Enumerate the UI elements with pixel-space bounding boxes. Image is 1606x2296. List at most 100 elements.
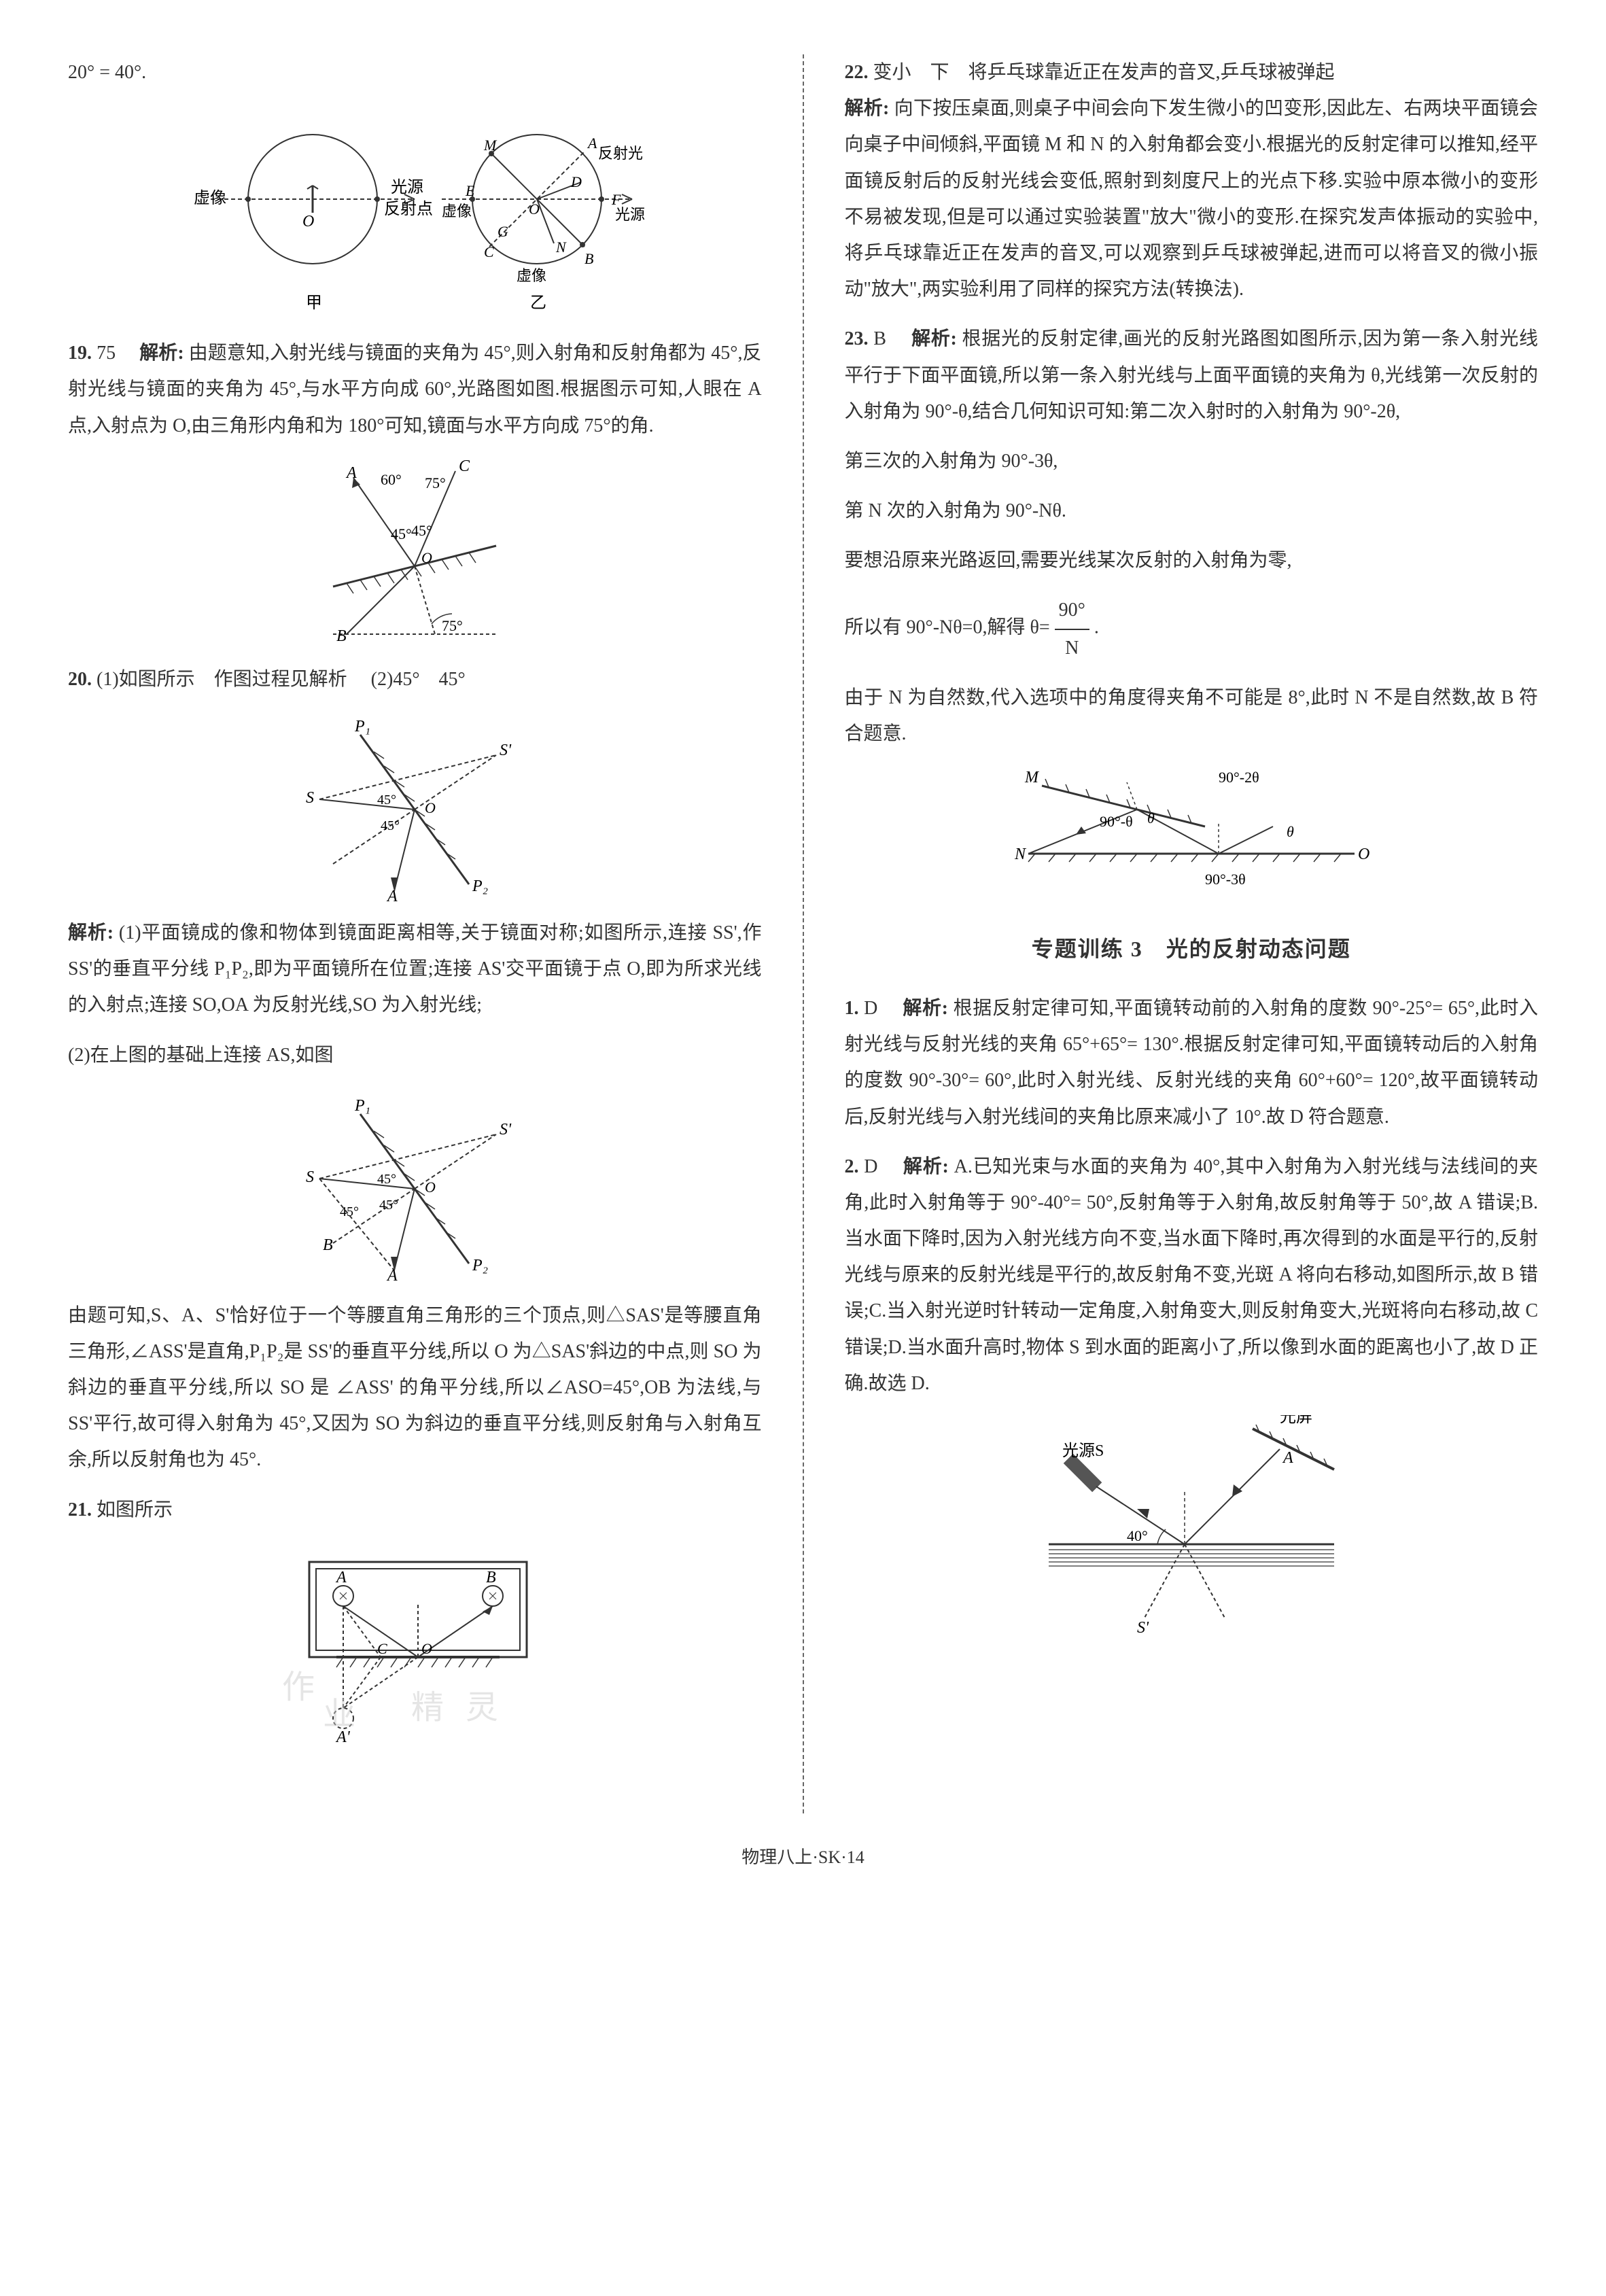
svg-text:A: A: [587, 135, 597, 152]
q23-t5: 所以有 90°-Nθ=0,解得 θ= 90° N .: [845, 592, 1539, 665]
svg-text:M: M: [483, 137, 497, 154]
q20-text3-wrap: 由题可知,S、A、S'恰好位于一个等腰直角三角形的三个顶点,则△SAS'是等腰直…: [68, 1298, 762, 1478]
svg-text:灵: 灵: [466, 1690, 498, 1726]
svg-text:虚像: 虚像: [517, 267, 546, 284]
svg-text:A: A: [335, 1569, 347, 1586]
svg-text:45°: 45°: [411, 522, 432, 539]
svg-text:B: B: [486, 1569, 496, 1586]
q21-text: 如图所示: [97, 1499, 173, 1520]
q23-num: 23.: [845, 328, 869, 349]
q20-text2: (2)在上图的基础上连接 AS,如图: [68, 1045, 333, 1066]
svg-text:45°: 45°: [381, 818, 400, 833]
q19-explain-label: 解析:: [139, 343, 184, 364]
svg-text:G: G: [497, 223, 508, 240]
svg-text:O: O: [425, 1179, 436, 1196]
q23-text2: 第三次的入射角为 90°-3θ,: [845, 451, 1058, 472]
svg-text:45°: 45°: [391, 525, 412, 542]
svg-text:90°-θ: 90°-θ: [1100, 813, 1133, 830]
section-title: 专题训练 3 光的反射动态问题: [845, 928, 1539, 970]
svg-text:40°: 40°: [1127, 1527, 1148, 1544]
svg-text:乙: 乙: [530, 294, 546, 312]
label-xuxiang: 虚像: [194, 189, 226, 207]
q19: 19. 75 解析: 由题意知,入射光线与镜面的夹角为 45°,则入射角和反射角…: [68, 335, 762, 444]
q23-text5-post: .: [1094, 617, 1099, 638]
svg-text:作: 作: [282, 1669, 315, 1705]
svg-text:θ: θ: [1287, 823, 1294, 840]
svg-text:60°: 60°: [381, 471, 402, 488]
svg-text:N: N: [1014, 846, 1027, 863]
svg-text:S': S': [500, 1121, 512, 1138]
svg-text:O: O: [421, 1640, 432, 1657]
top-continuation: 20° = 40°.: [68, 54, 762, 90]
q21-num: 21.: [68, 1499, 92, 1520]
svg-text:O: O: [421, 549, 432, 566]
svg-text:光源S: 光源S: [1062, 1442, 1104, 1460]
svg-text:45°: 45°: [377, 1172, 396, 1187]
q20-part1: (1)如图所示 作图过程见解析: [97, 669, 347, 690]
svg-text:O: O: [302, 213, 314, 230]
svg-text:45°: 45°: [377, 793, 396, 807]
svg-text:O: O: [1358, 846, 1369, 863]
svg-text:精: 精: [411, 1690, 444, 1726]
diagram-circles: 虚像 光源 反射点 O 甲: [68, 104, 762, 321]
svg-text:P₂: P₂: [472, 1257, 488, 1274]
q23-svg: M N O 90°-2θ 90°-θ θ θ 90°-3θ: [988, 765, 1395, 901]
svg-text:C: C: [377, 1640, 387, 1657]
q19-answer: 75: [97, 343, 116, 364]
q20-explain: 解析: (1)平面镜成的像和物体到镜面距离相等,关于镜面对称;如图所示,连接 S…: [68, 915, 762, 1024]
svg-text:A: A: [386, 1267, 398, 1284]
svg-text:M: M: [1024, 769, 1040, 786]
q22-num: 22.: [845, 62, 869, 83]
q1-explain-label: 解析:: [903, 998, 948, 1019]
q23-t3: 第 N 次的入射角为 90°-Nθ.: [845, 493, 1539, 529]
svg-text:A: A: [386, 888, 398, 901]
q20-svg2: P₁ P₂ S S' A B O 45° 45° 45°: [285, 1087, 544, 1284]
fraction: 90° N: [1055, 592, 1089, 665]
q23-diagram: M N O 90°-2θ 90°-θ θ θ 90°-3θ: [845, 765, 1539, 901]
svg-text:P₁: P₁: [354, 718, 370, 735]
svg-text:甲: 甲: [306, 294, 322, 312]
svg-text:B: B: [336, 627, 347, 645]
svg-text:A: A: [345, 464, 357, 482]
q22: 22. 变小 下 将乒乓球靠近正在发声的音叉,乒乓球被弹起 解析: 向下按压桌面…: [845, 54, 1539, 307]
svg-text:虚像: 虚像: [442, 203, 472, 220]
svg-text:D: D: [570, 173, 582, 190]
q21-diagram: A B C O A' 作: [68, 1542, 762, 1800]
frac-den: N: [1055, 630, 1089, 666]
q23-t6: 由于 N 为自然数,代入选项中的角度得夹角不可能是 8°,此时 N 不是自然数,…: [845, 680, 1539, 752]
q20: 20. (1)如图所示 作图过程见解析 (2)45° 45°: [68, 661, 762, 697]
frac-num: 90°: [1055, 592, 1089, 629]
svg-text:C: C: [459, 457, 470, 475]
q23-text3: 第 N 次的入射角为 90°-Nθ.: [845, 500, 1066, 521]
svg-text:O: O: [425, 799, 436, 816]
q1-answer: D: [864, 998, 877, 1019]
q1: 1. D 解析: 根据反射定律可知,平面镜转动前的入射角的度数 90°-25°=…: [845, 990, 1539, 1135]
circles-svg: 虚像 光源 反射点 O 甲: [177, 104, 652, 321]
svg-text:S': S': [1137, 1619, 1149, 1637]
q22-answer: 变小 下 将乒乓球靠近正在发声的音叉,乒乓球被弹起: [873, 62, 1335, 83]
q19-num: 19.: [68, 343, 92, 364]
right-column: 22. 变小 下 将乒乓球靠近正在发声的音叉,乒乓球被弹起 解析: 向下按压桌面…: [845, 54, 1539, 1813]
page-container: 20° = 40°. 虚像 光源 反射点: [68, 54, 1538, 1813]
svg-text:E: E: [465, 182, 475, 199]
q1-text: 根据反射定律可知,平面镜转动前的入射角的度数 90°-25°= 65°,此时入射…: [845, 998, 1539, 1128]
q23: 23. B 解析: 根据光的反射定律,画光的反射光路图如图所示,因为第一条入射光…: [845, 321, 1539, 430]
q1-num: 1.: [845, 998, 859, 1019]
q19-svg: A C B O 60° 75° 45° 45° 75°: [279, 457, 551, 648]
svg-text:90°-3θ: 90°-3θ: [1205, 871, 1246, 888]
q20-explain-label: 解析:: [68, 922, 114, 943]
svg-text:S: S: [306, 1168, 314, 1186]
q23-t4: 要想沿原来光路返回,需要光线某次反射的入射角为零,: [845, 542, 1539, 578]
column-divider: [803, 54, 804, 1813]
svg-text:45°: 45°: [379, 1198, 398, 1213]
q23-text5-pre: 所以有 90°-Nθ=0,解得 θ=: [845, 617, 1050, 638]
svg-text:B: B: [323, 1236, 333, 1254]
q20-part2: (2)45° 45°: [371, 669, 466, 690]
q20-text2-wrap: (2)在上图的基础上连接 AS,如图: [68, 1037, 762, 1073]
svg-text:光源: 光源: [391, 178, 423, 196]
svg-text:P₂: P₂: [472, 877, 488, 895]
svg-text:P₁: P₁: [354, 1097, 370, 1115]
svg-text:C: C: [484, 243, 494, 260]
page-footer: 物理八上·SK·14: [68, 1841, 1538, 1874]
q20-text1: (1)平面镜成的像和物体到镜面距离相等,关于镜面对称;如图所示,连接 SS',作…: [68, 922, 762, 1015]
